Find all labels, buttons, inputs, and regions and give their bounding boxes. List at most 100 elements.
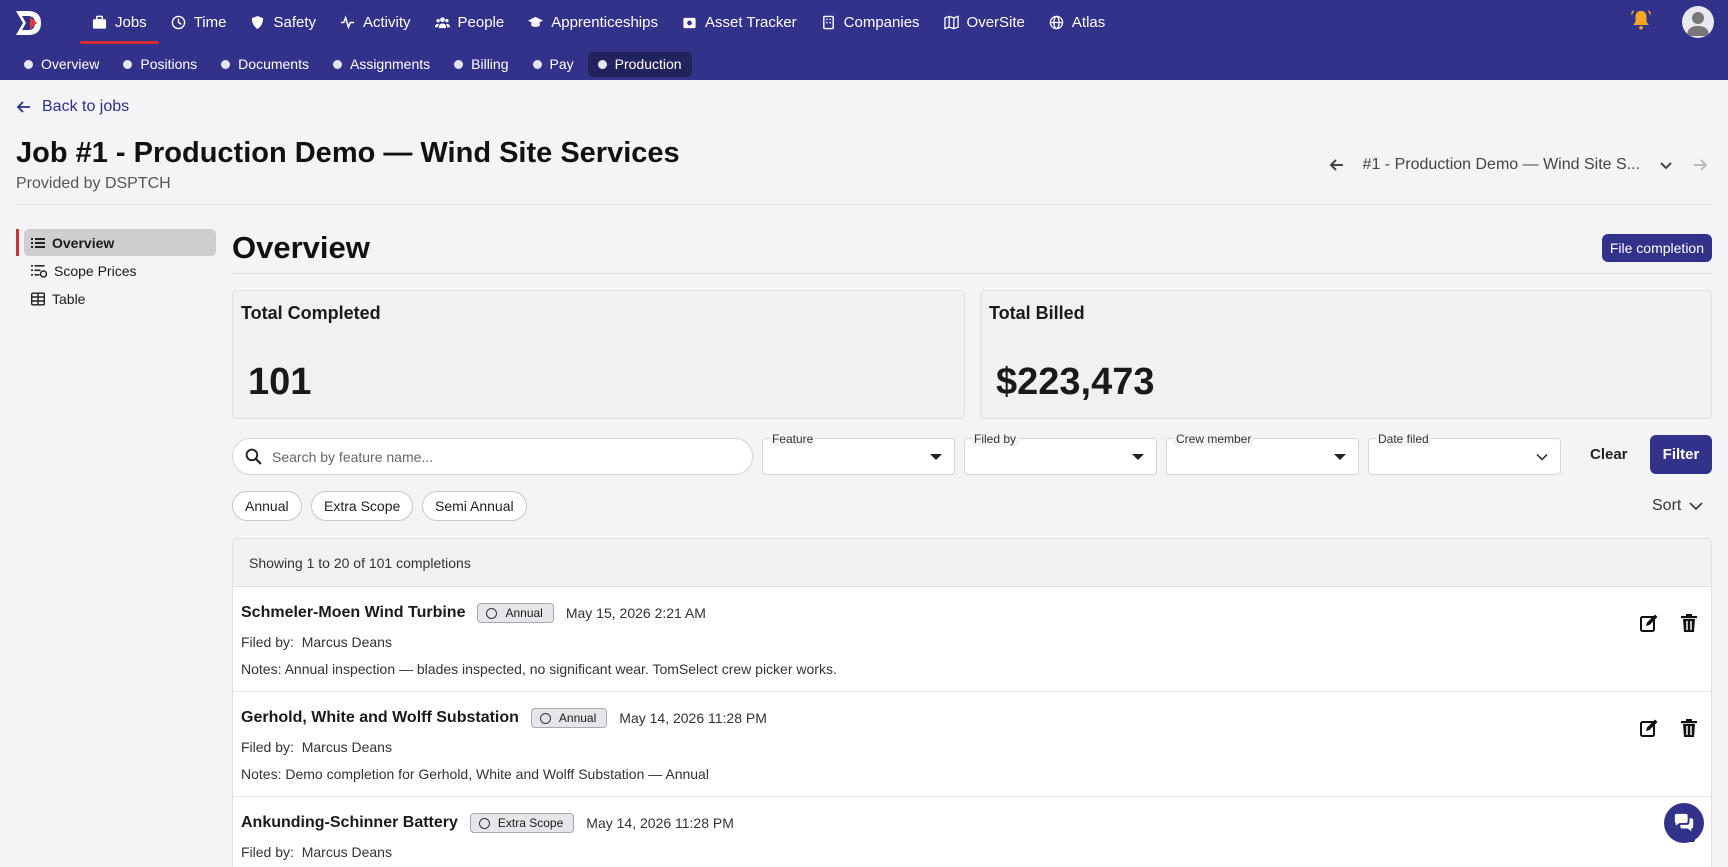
- back-to-jobs-label: Back to jobs: [42, 98, 130, 115]
- shield-icon: [252, 15, 264, 29]
- job-switch-label[interactable]: #1 - Production Demo — Wind Site S...: [1362, 156, 1640, 173]
- nav-time[interactable]: Time: [159, 0, 239, 44]
- graduation-cap-icon: [528, 16, 544, 27]
- nav-asset-tracker[interactable]: Asset Tracker: [670, 0, 809, 44]
- nav-people[interactable]: People: [423, 0, 517, 44]
- people-icon: [434, 16, 450, 28]
- subnav-billing-label: Billing: [471, 56, 509, 72]
- nav-safety[interactable]: Safety: [238, 0, 328, 44]
- completion-name[interactable]: Ankunding-Schinner Battery: [241, 814, 458, 831]
- previous-job-arrow-icon[interactable]: [1329, 157, 1345, 173]
- date-filed-select[interactable]: Date filed: [1368, 432, 1561, 475]
- list-settings-icon: [31, 264, 47, 278]
- nav-companies-label: Companies: [843, 13, 920, 31]
- nav-atlas[interactable]: Atlas: [1037, 0, 1117, 44]
- subnav-overview-label: Overview: [41, 56, 100, 72]
- completions-count: Showing 1 to 20 of 101 completions: [233, 539, 1711, 587]
- sidebar-item-scope-prices[interactable]: Scope Prices: [16, 257, 216, 284]
- scope-badge: Annual: [477, 603, 554, 623]
- filter-button[interactable]: Filter: [1650, 435, 1712, 474]
- job-sub-nav: Overview Positions Documents Assignments…: [14, 52, 692, 77]
- nav-oversite[interactable]: OverSite: [932, 0, 1037, 44]
- total-billed-card: Total Billed $223,473: [980, 290, 1712, 419]
- notes-value: Annual inspection — blades inspected, no…: [284, 661, 837, 677]
- dot-icon: [24, 59, 33, 69]
- nav-activity[interactable]: Activity: [328, 0, 423, 44]
- notes-line: Notes: Demo completion for Gerhold, Whit…: [241, 766, 1703, 782]
- dot-icon: [123, 59, 133, 69]
- total-billed-value: $223,473: [996, 361, 1155, 403]
- chat-bubbles-icon: [1674, 813, 1694, 832]
- next-job-arrow-icon[interactable]: [1692, 157, 1708, 173]
- feature-select-label: Feature: [770, 432, 816, 446]
- page-subtitle: Provided by DSPTCH: [16, 175, 171, 192]
- production-sidebar: Overview Scope Prices Table: [16, 229, 216, 313]
- search-input[interactable]: [272, 448, 712, 465]
- chip-annual[interactable]: Annual: [232, 491, 302, 521]
- chat-button[interactable]: [1664, 803, 1704, 843]
- filed-by-select[interactable]: Filed by: [964, 432, 1157, 475]
- total-billed-title: Total Billed: [989, 303, 1085, 323]
- sidebar-item-overview[interactable]: Overview: [16, 229, 216, 256]
- chip-extra-scope[interactable]: Extra Scope: [311, 491, 414, 521]
- filed-by-value: Marcus Deans: [301, 739, 392, 755]
- subnav-positions[interactable]: Positions: [113, 52, 207, 77]
- subnav-billing[interactable]: Billing: [444, 52, 518, 77]
- globe-icon: [1049, 15, 1064, 29]
- notes-line: Notes: Annual inspection — blades inspec…: [241, 661, 1703, 677]
- scope-badge-label: Annual: [558, 711, 597, 725]
- pulse-icon: [340, 15, 355, 29]
- edit-icon[interactable]: [1639, 613, 1659, 633]
- building-icon: [822, 15, 834, 29]
- nav-apprenticeships[interactable]: Apprenticeships: [516, 0, 670, 44]
- trash-icon[interactable]: [1679, 718, 1699, 738]
- completion-date: May 14, 2026 11:28 PM: [586, 815, 734, 831]
- completion-date: May 15, 2026 2:21 AM: [565, 605, 706, 621]
- user-avatar[interactable]: [1682, 6, 1714, 38]
- subnav-production-label: Production: [614, 56, 682, 72]
- back-to-jobs-link[interactable]: Back to jobs: [16, 98, 129, 116]
- chevron-down-icon: [1689, 502, 1703, 511]
- dsptch-logo[interactable]: [14, 8, 50, 38]
- nav-companies[interactable]: Companies: [809, 0, 932, 44]
- subnav-assignments-label: Assignments: [349, 56, 431, 72]
- chip-semi-annual[interactable]: Semi Annual: [422, 491, 527, 521]
- dot-icon: [221, 59, 231, 69]
- trash-icon[interactable]: [1679, 613, 1699, 633]
- dot-icon: [597, 59, 607, 69]
- page-title: Job #1 - Production Demo — Wind Site Ser…: [16, 137, 680, 169]
- crew-member-select[interactable]: Crew member: [1166, 432, 1359, 475]
- header-divider: [16, 204, 1712, 205]
- subnav-overview[interactable]: Overview: [14, 52, 109, 77]
- nav-jobs[interactable]: Jobs: [80, 0, 159, 44]
- filed-by-label: Filed by:: [241, 844, 294, 860]
- sidebar-item-table[interactable]: Table: [16, 285, 216, 312]
- sort-dropdown[interactable]: Sort: [1652, 497, 1703, 515]
- completion-name[interactable]: Gerhold, White and Wolff Substation: [241, 709, 519, 726]
- total-completed-title: Total Completed: [241, 303, 381, 323]
- chevron-down-icon[interactable]: [1658, 157, 1674, 173]
- scope-badge: Extra Scope: [469, 813, 575, 833]
- nav-safety-label: Safety: [273, 13, 316, 31]
- dot-icon: [532, 59, 542, 69]
- circle-icon: [539, 712, 551, 724]
- job-switcher: #1 - Production Demo — Wind Site S...: [1329, 156, 1708, 174]
- notes-label: Notes:: [241, 766, 282, 782]
- feature-select[interactable]: Feature: [762, 432, 955, 475]
- subnav-production[interactable]: Production: [587, 52, 692, 77]
- dot-icon: [454, 59, 464, 69]
- caret-down-icon: [1334, 454, 1346, 460]
- subnav-documents[interactable]: Documents: [211, 52, 319, 77]
- completion-name[interactable]: Schmeler-Moen Wind Turbine: [241, 604, 466, 621]
- file-completion-button[interactable]: File completion: [1601, 234, 1712, 262]
- scope-badge: Annual: [530, 708, 608, 728]
- edit-icon[interactable]: [1639, 718, 1659, 738]
- subnav-assignments[interactable]: Assignments: [323, 52, 440, 77]
- nav-right-tools: [1630, 6, 1714, 38]
- clear-filters-button[interactable]: Clear: [1590, 446, 1628, 463]
- subnav-pay[interactable]: Pay: [523, 52, 584, 77]
- subnav-positions-label: Positions: [140, 56, 198, 72]
- nav-time-label: Time: [193, 13, 227, 31]
- notifications-bell-icon[interactable]: [1630, 9, 1652, 36]
- filed-by-label: Filed by:: [241, 739, 294, 755]
